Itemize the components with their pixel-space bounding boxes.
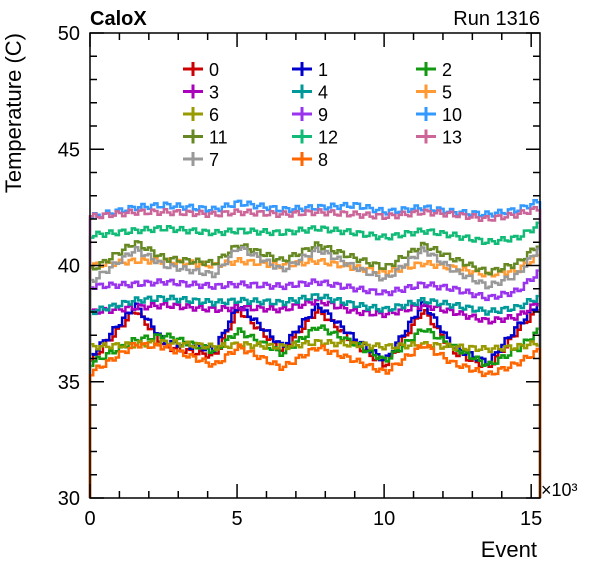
legend-label: 12 xyxy=(318,128,338,148)
legend-entry-8: 8 xyxy=(292,150,328,170)
legend-entry-3: 3 xyxy=(183,83,219,103)
legend-label: 2 xyxy=(442,60,452,80)
series-line-5 xyxy=(88,253,542,498)
x-tick-label: 0 xyxy=(84,508,95,530)
series-line-8 xyxy=(88,341,542,498)
legend-entry-2: 2 xyxy=(416,60,452,80)
legend-label: 1 xyxy=(318,60,328,80)
legend-entry-5: 5 xyxy=(416,83,452,103)
legend-label: 13 xyxy=(442,128,462,148)
legend-entry-13: 13 xyxy=(416,128,462,148)
legend-label: 3 xyxy=(209,83,219,103)
chart-header-right: Run 1316 xyxy=(453,8,540,30)
y-axis-label: Temperature (C) xyxy=(1,33,26,193)
legend-entry-12: 12 xyxy=(292,128,338,148)
legend-label: 6 xyxy=(209,105,219,125)
y-tick-label: 30 xyxy=(58,488,80,510)
legend-label: 10 xyxy=(442,105,462,125)
legend-entry-4: 4 xyxy=(292,83,328,103)
legend-entry-11: 11 xyxy=(183,128,228,148)
legend-label: 8 xyxy=(318,150,328,170)
series-line-6 xyxy=(88,338,542,498)
y-tick-label: 45 xyxy=(58,139,80,161)
series-line-4 xyxy=(88,293,542,498)
chart-header-left: CaloX xyxy=(90,8,147,30)
y-tick-label: 40 xyxy=(58,256,80,278)
x-tick-label: 5 xyxy=(231,508,242,530)
series-line-2 xyxy=(88,324,542,498)
series-line-12 xyxy=(88,221,542,498)
legend-entry-0: 0 xyxy=(183,60,219,80)
legend-label: 5 xyxy=(442,83,452,103)
legend-label: 7 xyxy=(209,150,219,170)
legend-entry-6: 6 xyxy=(183,105,219,125)
series-layer xyxy=(88,198,542,498)
series-line-3 xyxy=(88,297,542,498)
legend-entry-7: 7 xyxy=(183,150,219,170)
series-line-9 xyxy=(88,269,542,498)
legend-label: 9 xyxy=(318,105,328,125)
legend-label: 11 xyxy=(209,128,228,148)
y-tick-label: 35 xyxy=(58,372,80,394)
x-axis-label: Event xyxy=(481,537,537,562)
legend-label: 4 xyxy=(318,83,328,103)
legend-label: 0 xyxy=(209,60,219,80)
series-line-7 xyxy=(88,241,542,498)
legend-entry-9: 9 xyxy=(292,105,328,125)
x-tick-label: 15 xyxy=(520,508,542,530)
legend-entry-10: 10 xyxy=(416,105,462,125)
x-axis-multiplier: ×10³ xyxy=(541,480,578,500)
series-line-11 xyxy=(88,239,542,498)
legend-entry-1: 1 xyxy=(292,60,328,80)
x-tick-label: 10 xyxy=(373,508,395,530)
series-line-13 xyxy=(88,205,542,498)
y-tick-label: 50 xyxy=(58,23,80,45)
